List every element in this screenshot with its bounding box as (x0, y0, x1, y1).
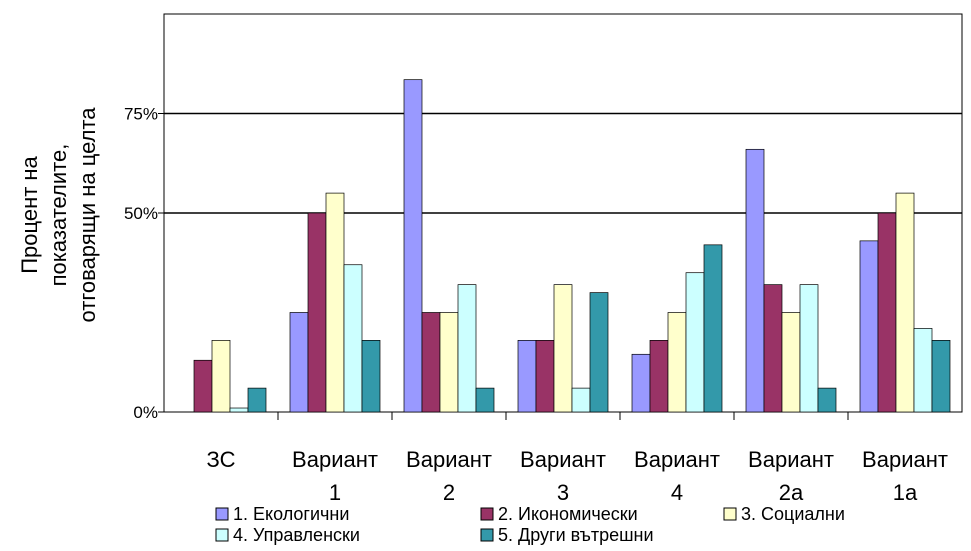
bar (229, 407, 249, 413)
legend-label: 2. Икономически (498, 504, 638, 524)
bar (913, 328, 933, 413)
bar (763, 284, 783, 413)
legend-label: 5. Други вътрешни (498, 525, 654, 545)
y-axis-title-line: показателите, (46, 144, 71, 287)
bar (895, 192, 915, 413)
bar (685, 272, 705, 413)
bar (817, 387, 837, 413)
x-category-label-line2: 1а (893, 480, 918, 505)
y-tick-label: 0% (133, 403, 158, 422)
bar (421, 312, 441, 413)
legend-swatch (723, 507, 737, 521)
legend-swatch (215, 528, 229, 542)
bar (877, 212, 897, 413)
x-category-label-line2: 2а (779, 480, 804, 505)
bar (631, 353, 651, 413)
bar (289, 312, 309, 413)
bar (343, 264, 363, 413)
legend-label: 3. Социални (741, 504, 845, 524)
bar (193, 359, 213, 413)
bar (439, 312, 459, 413)
x-category-label: Вариант (406, 447, 492, 472)
bar (325, 192, 345, 413)
legend-label: 4. Управленски (233, 525, 360, 545)
legend-label: 1. Екологични (233, 504, 349, 524)
x-category-label: Вариант (862, 447, 948, 472)
x-category-label: Вариант (520, 447, 606, 472)
bar (457, 284, 477, 413)
legend-swatch (215, 507, 229, 521)
bar (247, 387, 267, 413)
bar (931, 340, 951, 413)
legend-swatch (480, 528, 494, 542)
legend: 1. Екологични 2. Икономически 3. Социални 4… (215, 504, 845, 545)
y-tick-label: 75% (124, 105, 158, 124)
bar (799, 284, 819, 413)
x-category-label-line2: 3 (557, 480, 569, 505)
bar (517, 340, 537, 413)
bar (211, 340, 231, 413)
y-tick-label: 50% (124, 204, 158, 223)
y-axis-title-line: Процент на (17, 155, 42, 273)
bar (361, 340, 381, 413)
x-category-label-line2: 2 (443, 480, 455, 505)
bar (649, 340, 669, 413)
x-category-label: ЗС (207, 447, 236, 472)
bar (475, 387, 495, 413)
bar (667, 312, 687, 413)
y-axis-title: Процент на показателите, отговарящи на цел… (17, 107, 100, 323)
bar (703, 244, 723, 413)
bar (403, 79, 423, 413)
legend-swatch (480, 507, 494, 521)
bar (571, 387, 591, 413)
bar (535, 340, 555, 413)
plot-area: 0% 50% 75% ЗС Вариант 1 Вариант 2 Вариант 3 Вариан… (124, 13, 963, 505)
bar (553, 284, 573, 413)
x-category-label-line2: 4 (671, 480, 683, 505)
bar (781, 312, 801, 413)
x-category-label-line2: 1 (329, 480, 341, 505)
x-category-label: Вариант (292, 447, 378, 472)
y-axis-label: Процент на показателите, отговарящи на цел… (17, 107, 100, 323)
bar (307, 212, 327, 413)
bar (589, 292, 609, 413)
bar (859, 240, 879, 413)
y-axis-title-line: отговарящи на целта (75, 107, 100, 323)
x-category-label: Вариант (634, 447, 720, 472)
x-category-label: Вариант (748, 447, 834, 472)
bar (745, 148, 765, 413)
